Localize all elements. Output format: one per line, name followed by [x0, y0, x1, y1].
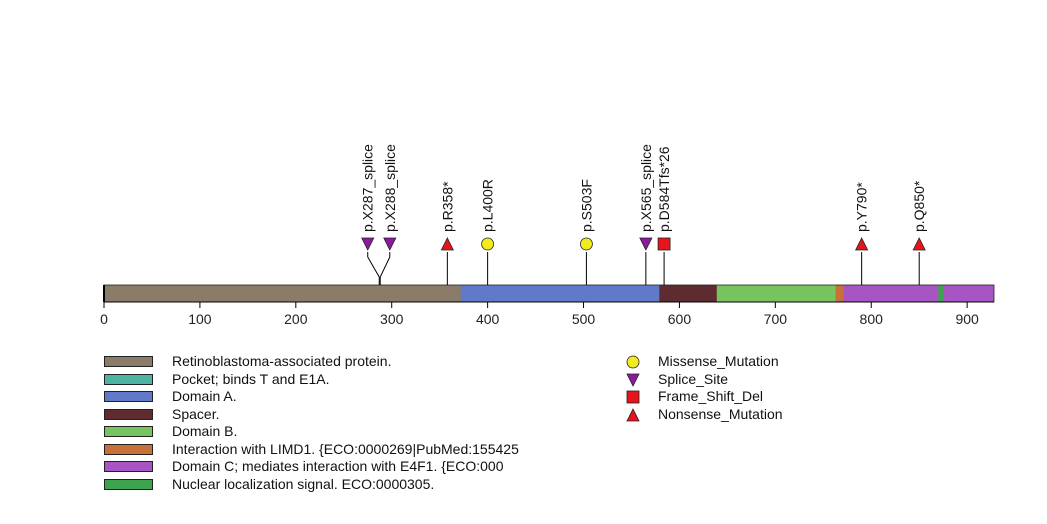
mutation-label: p.D584Tfs*26 [656, 146, 672, 232]
frameshift-square-icon [657, 237, 671, 251]
splice-triangle-down-icon [639, 237, 653, 251]
mutation-stem [367, 252, 380, 285]
splice-triangle-down-icon [361, 237, 375, 251]
domain-segment [716, 285, 836, 302]
domain-legend-label: Nuclear localization signal. ECO:0000305… [172, 475, 435, 492]
axis-tick-label: 400 [476, 311, 500, 327]
domain-segment [938, 285, 945, 302]
domain-color-swatch [104, 356, 153, 367]
mutation-lollipop: p.Y790* [854, 182, 870, 285]
axis-tick-label: 500 [572, 311, 596, 327]
axis-tick-label: 0 [100, 311, 108, 327]
missense-circle-icon [580, 237, 593, 251]
mutation-lollipop: p.L400R [480, 179, 496, 285]
domain-color-swatch [104, 426, 153, 437]
mutation-stem [379, 252, 391, 285]
mutation-label: p.X288_splice [382, 144, 398, 232]
domain-segment [659, 285, 717, 302]
mutations-layer: p.X287_splice p.X288_splice p.R358* p.L400R… [360, 144, 927, 285]
domain-segment [460, 285, 660, 302]
domain-legend-label: Domain B. [172, 423, 238, 439]
mutation-label: p.X565_splice [638, 144, 654, 232]
domain-segment [944, 285, 994, 302]
domain-legend-label: Domain A. [172, 388, 237, 404]
domain-legend-label: Domain C; mediates interaction with E4F1… [172, 458, 504, 474]
missense-circle-icon [626, 355, 640, 369]
position-axis: 0 100 200 300 400 500 600 700 800 900 [100, 301, 994, 327]
splice-triangle-down-icon [383, 237, 397, 251]
mutation-lollipop: p.Q850* [911, 180, 927, 285]
mutation-label: p.R358* [439, 181, 455, 232]
domain-color-swatch [104, 443, 153, 455]
nonsense-triangle-up-icon [912, 237, 926, 251]
mutation-legend-symbol [626, 390, 640, 404]
domains-layer [103, 284, 995, 303]
axis-tick-label: 600 [668, 311, 692, 327]
mutation-lollipop: p.X288_splice [379, 144, 398, 285]
mutation-legend-label: Splice_Site [658, 370, 729, 387]
mutation-legend: Missense_Mutation Splice_Site Frame_Shift_… [626, 353, 926, 434]
mutation-legend-symbol [626, 355, 640, 369]
frameshift-square-icon [626, 390, 640, 404]
domain-color-swatch [104, 478, 153, 490]
nonsense-triangle-up-icon [626, 407, 640, 421]
mutation-label: p.Q850* [911, 180, 927, 232]
domain-legend-label: Spacer. [172, 405, 220, 422]
mutation-lollipop: p.D584Tfs*26 [656, 146, 672, 285]
mutation-label: p.L400R [480, 179, 496, 232]
mutation-label: p.Y790* [854, 182, 870, 232]
domain-segment [835, 285, 844, 302]
nonsense-triangle-up-icon [855, 237, 869, 251]
mutation-lollipop: p.S503F [578, 179, 594, 285]
domain-color-swatch [104, 373, 153, 385]
axis-tick-label: 800 [860, 311, 884, 327]
nonsense-triangle-up-icon [440, 237, 454, 251]
domain-legend-label: Retinoblastoma-associated protein. [172, 353, 392, 369]
domain-color-swatch [104, 391, 153, 402]
axis-tick-label: 200 [284, 311, 308, 327]
mutation-legend-label: Missense_Mutation [658, 353, 779, 369]
mutation-lollipop: p.X565_splice [638, 144, 654, 285]
mutation-label: p.S503F [578, 179, 594, 232]
mutation-lollipop: p.X287_splice [360, 144, 380, 285]
domain-color-swatch [104, 408, 153, 420]
missense-circle-icon [481, 237, 495, 251]
domain-color-swatch [104, 461, 153, 472]
domain-legend: Retinoblastoma-associated protein. Pocket… [104, 353, 604, 499]
mutation-legend-symbol [626, 373, 640, 387]
mutation-legend-label: Frame_Shift_Del [658, 388, 764, 404]
axis-tick-label: 700 [764, 311, 788, 327]
splice-triangle-down-icon [626, 373, 640, 387]
mutation-legend-symbol [626, 407, 640, 421]
axis-tick-label: 100 [188, 311, 212, 327]
mutation-lollipop: p.R358* [439, 181, 455, 285]
domain-legend-label: Interaction with LIMD1. {ECO:0000269|Pub… [172, 440, 519, 457]
mutation-label: p.X287_splice [360, 144, 376, 232]
domain-segment [843, 285, 939, 302]
axis-tick-label: 900 [955, 311, 979, 327]
mutation-legend-label: Nonsense_Mutation [658, 405, 783, 422]
axis-tick-label: 300 [380, 311, 404, 327]
domain-legend-label: Pocket; binds T and E1A. [172, 370, 330, 387]
